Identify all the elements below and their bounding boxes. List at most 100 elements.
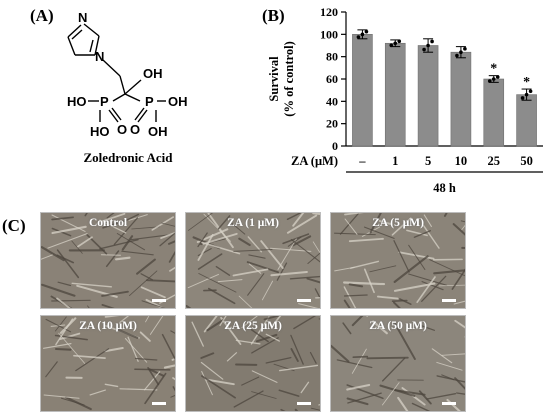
data-point [393, 41, 398, 46]
atom-o-left: O [117, 122, 127, 137]
fibroblast-cell [100, 254, 121, 256]
y-tick-label: 120 [320, 5, 338, 19]
fibroblast-cell [260, 240, 284, 269]
y-tick-label: 60 [326, 72, 338, 86]
fibroblast-cell [106, 213, 115, 219]
fibroblast-cell [461, 224, 465, 231]
fibroblast-cell [265, 333, 280, 342]
fibroblast-cell [197, 234, 214, 261]
data-point [397, 39, 402, 44]
bar [384, 42, 406, 147]
fibroblast-cell [146, 279, 175, 283]
fibroblast-cell [331, 344, 350, 363]
fibroblast-cell [431, 348, 453, 364]
fibroblast-cell [347, 392, 382, 404]
c-oh-bond [124, 79, 142, 95]
fibroblast-cell [271, 316, 282, 328]
fibroblast-cell [263, 316, 281, 321]
fibroblast-cell [140, 286, 166, 299]
fibroblast-cell [436, 375, 465, 383]
fibroblast-cell [75, 348, 110, 372]
fibroblast-cell [255, 333, 278, 343]
bar [450, 51, 472, 147]
fibroblast-cell [397, 396, 409, 411]
fibroblast-cell [293, 316, 317, 330]
fibroblast-cell [421, 275, 447, 302]
data-point [459, 50, 463, 54]
panel-label-c: (C) [2, 216, 26, 235]
fibroblast-cell [101, 290, 129, 297]
fibroblast-cell [87, 305, 90, 308]
fibroblast-cell [247, 273, 265, 296]
fibroblast-cell [191, 321, 204, 347]
fibroblast-cell [408, 244, 426, 271]
fibroblast-cell [280, 408, 286, 411]
fibroblast-cell [198, 273, 237, 293]
fibroblast-cell [398, 251, 435, 260]
fibroblast-cell [399, 298, 412, 305]
survival-bar-chart: 0 20 40 60 80 100 120 Survival (% of control) – 1 5… [267, 5, 543, 195]
fibroblast-cell [421, 281, 444, 291]
fibroblast-cell [215, 265, 231, 276]
y-tick-label: 40 [326, 94, 338, 108]
panel-label-b: (B) [262, 6, 285, 25]
atom-p-right: P [145, 94, 154, 109]
fibroblast-cell [57, 281, 72, 287]
data-point [463, 47, 467, 51]
fibroblast-cell [128, 214, 148, 221]
ring-bond [67, 36, 76, 56]
scale-bar [152, 299, 166, 302]
fibroblast-cell [238, 295, 253, 308]
fibroblast-cell [121, 250, 154, 256]
significance-label: * [490, 62, 497, 77]
fibroblast-cell [349, 260, 380, 269]
fibroblast-cell [217, 215, 231, 230]
fibroblast-cell [336, 359, 373, 369]
fibroblast-cell [290, 347, 299, 363]
micrograph-label: ZA (50 μM) [369, 320, 427, 332]
micrograph-label: Control [88, 217, 128, 229]
fibroblast-cell [351, 316, 364, 327]
fibroblast-cell [104, 383, 119, 388]
fibroblast-cell [141, 300, 166, 308]
methylene-bond [102, 59, 121, 77]
fibroblast-cell [58, 332, 86, 364]
p-o-double-bond [111, 107, 122, 121]
fibroblast-cell [207, 213, 234, 249]
bar [483, 78, 505, 147]
fibroblast-cell [343, 281, 386, 286]
fibroblast-cell [270, 270, 308, 277]
fibroblast-cell [148, 368, 165, 377]
micrograph-label: ZA (1 μM) [227, 217, 279, 229]
data-point [422, 47, 426, 52]
fibroblast-cell [161, 333, 175, 361]
p-o-double-bond [108, 109, 119, 123]
fibroblast-cell [342, 322, 352, 335]
fibroblast-cell [456, 392, 465, 395]
data-point [364, 29, 369, 34]
fibroblast-cell [438, 284, 465, 287]
fibroblast-cell [418, 390, 432, 405]
fibroblast-cell [168, 240, 175, 245]
fibroblast-cell [250, 316, 270, 345]
fibroblast-cell [104, 316, 120, 318]
fibroblast-cell [41, 254, 53, 260]
cell-texture [331, 316, 465, 411]
fibroblast-cell [51, 299, 91, 302]
y-tick-label: 100 [320, 27, 338, 41]
data-point [491, 77, 496, 81]
x-category-label: 10 [455, 154, 468, 168]
fibroblast-cell [145, 298, 165, 308]
fibroblast-cell [233, 249, 273, 252]
bar [352, 34, 373, 147]
ring-double-bond [89, 39, 94, 53]
fibroblast-cell [130, 233, 173, 241]
atom-p-left: P [100, 94, 109, 109]
fibroblast-cell [205, 378, 235, 386]
fibroblast-cell [104, 346, 124, 353]
fibroblast-cell [105, 250, 120, 268]
fibroblast-cell [203, 316, 218, 333]
fibroblast-cell [219, 316, 227, 327]
fibroblast-cell [290, 238, 320, 263]
fibroblast-cell [99, 219, 127, 234]
